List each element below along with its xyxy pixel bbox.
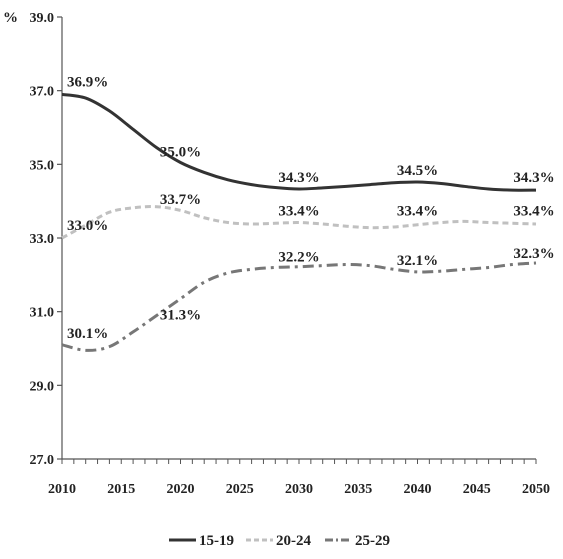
series-line-20-24 bbox=[61, 205, 537, 240]
x-tick-label: 2030 bbox=[285, 482, 313, 497]
y-tick-label: 29.0 bbox=[30, 379, 55, 394]
x-tick-label: 2020 bbox=[167, 482, 195, 497]
y-tick-label: 31.0 bbox=[30, 306, 55, 321]
data-label: 32.3% bbox=[513, 246, 554, 262]
data-label: 31.3% bbox=[160, 308, 201, 324]
axes: 27.0 29.0 31.0 33.0 35.0 37.0 39.0 2010 2015 2020… bbox=[3, 10, 550, 497]
legend-label: 20-24 bbox=[276, 533, 311, 549]
data-label: 33.4% bbox=[397, 203, 438, 219]
y-tick-label: 37.0 bbox=[30, 85, 55, 100]
y-tick-label: 33.0 bbox=[30, 232, 55, 247]
data-label: 34.3% bbox=[513, 170, 554, 186]
legend-label: 25-29 bbox=[355, 533, 390, 549]
data-labels: 36.9% 35.0% 34.3% 34.5% 34.3% 33.0% 33.7% 33.4%… bbox=[67, 74, 555, 341]
data-label: 34.5% bbox=[397, 163, 438, 179]
x-tick-label: 2050 bbox=[522, 482, 550, 497]
data-label: 33.4% bbox=[278, 203, 319, 219]
legend: 15-19 20-24 25-29 bbox=[169, 533, 390, 549]
data-label: 34.3% bbox=[278, 170, 319, 186]
y-axis-label: % bbox=[3, 10, 18, 26]
y-tick-label: 35.0 bbox=[30, 158, 55, 173]
data-label: 32.1% bbox=[397, 253, 438, 269]
x-tick-label: 2010 bbox=[48, 482, 76, 497]
legend-label: 15-19 bbox=[199, 533, 234, 549]
series-line-25-29 bbox=[61, 261, 537, 352]
data-label: 33.4% bbox=[513, 203, 554, 219]
x-tick-label: 2015 bbox=[107, 482, 135, 497]
data-label: 33.0% bbox=[67, 218, 108, 234]
data-label: 36.9% bbox=[67, 74, 108, 90]
x-tick-label: 2025 bbox=[226, 482, 254, 497]
x-tick-label: 2040 bbox=[404, 482, 432, 497]
series-line-15-19 bbox=[61, 92, 537, 192]
series-lines bbox=[61, 92, 537, 352]
x-tick-label: 2045 bbox=[463, 482, 491, 497]
data-label: 33.7% bbox=[160, 192, 201, 208]
x-tick-label: 2035 bbox=[344, 482, 372, 497]
data-label: 32.2% bbox=[278, 249, 319, 265]
data-label: 30.1% bbox=[67, 326, 108, 342]
data-label: 35.0% bbox=[160, 144, 201, 160]
y-tick-label: 39.0 bbox=[30, 11, 55, 26]
y-tick-label: 27.0 bbox=[30, 453, 55, 468]
